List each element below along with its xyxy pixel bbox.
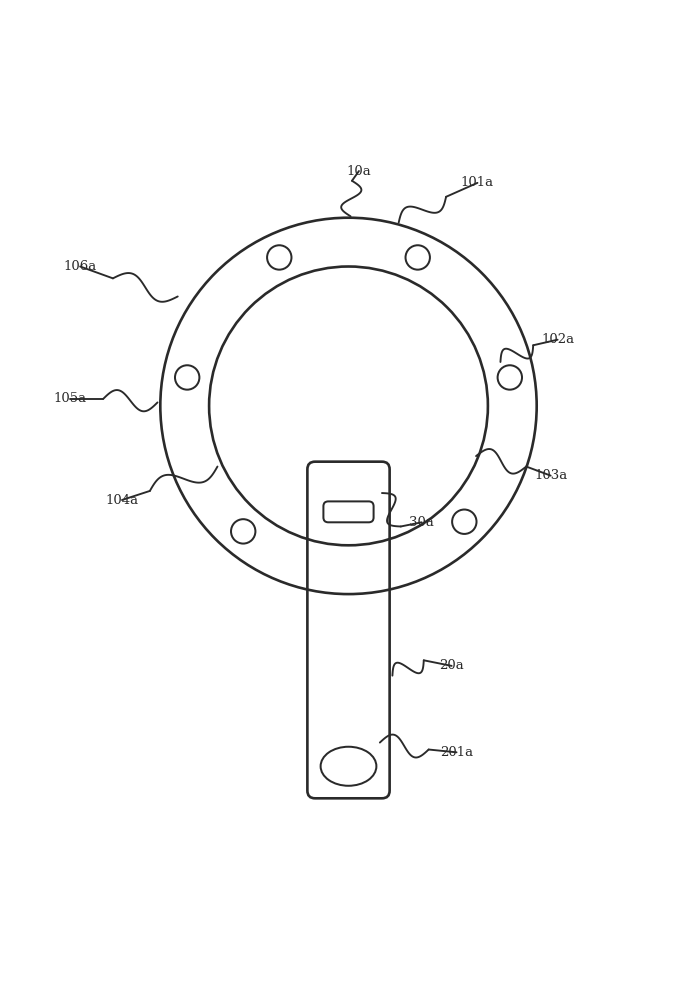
Text: 105a: 105a	[53, 392, 86, 405]
Text: 201a: 201a	[440, 746, 473, 759]
Text: 10a: 10a	[346, 165, 372, 178]
Text: 104a: 104a	[105, 493, 139, 506]
Text: 102a: 102a	[541, 333, 574, 346]
Text: 20a: 20a	[439, 659, 464, 672]
Text: 103a: 103a	[534, 469, 567, 482]
Text: 101a: 101a	[461, 176, 494, 189]
Text: 106a: 106a	[63, 260, 97, 273]
Text: 30a: 30a	[409, 516, 434, 529]
